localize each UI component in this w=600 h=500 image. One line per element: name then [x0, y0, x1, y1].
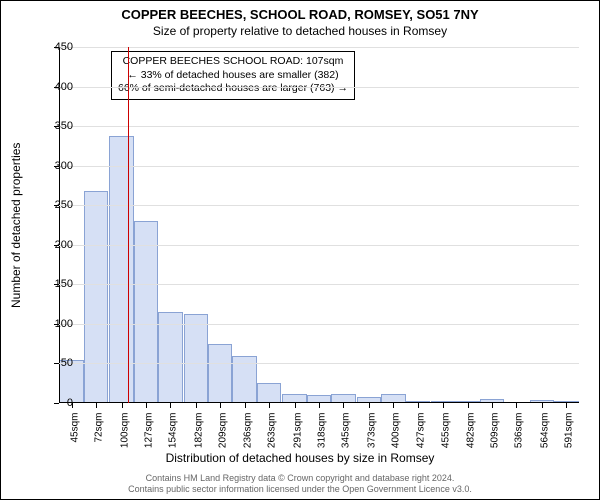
x-axis-label: Distribution of detached houses by size …	[1, 451, 599, 465]
gridline	[59, 205, 579, 206]
x-tick	[146, 403, 147, 408]
y-tick-label: 400	[43, 81, 73, 93]
y-tick-label: 350	[43, 120, 73, 132]
gridline	[59, 87, 579, 88]
chart-subtitle: Size of property relative to detached ho…	[1, 24, 599, 38]
y-axis-line	[59, 47, 60, 403]
x-tick	[269, 403, 270, 408]
gridline	[59, 166, 579, 167]
x-tick	[566, 403, 567, 408]
chart-title: COPPER BEECHES, SCHOOL ROAD, ROMSEY, SO5…	[1, 7, 599, 22]
x-tick	[295, 403, 296, 408]
x-tick	[468, 403, 469, 408]
x-tick	[418, 403, 419, 408]
gridline	[59, 324, 579, 325]
x-tick	[319, 403, 320, 408]
info-line-1: COPPER BEECHES SCHOOL ROAD: 107sqm	[118, 55, 348, 69]
y-tick-label: 200	[43, 239, 73, 251]
gridline	[59, 47, 579, 48]
gridline	[59, 284, 579, 285]
y-tick-label: 150	[43, 278, 73, 290]
x-tick	[170, 403, 171, 408]
histogram-bar	[208, 344, 232, 403]
x-tick	[369, 403, 370, 408]
y-tick-label: 50	[43, 357, 73, 369]
x-tick	[492, 403, 493, 408]
gridline	[59, 363, 579, 364]
x-tick	[516, 403, 517, 408]
histogram-bar	[134, 221, 158, 403]
footer: Contains HM Land Registry data © Crown c…	[1, 473, 599, 495]
x-tick	[343, 403, 344, 408]
y-tick-label: 300	[43, 160, 73, 172]
histogram-bar	[184, 314, 208, 403]
x-tick	[220, 403, 221, 408]
y-tick-label: 450	[43, 41, 73, 53]
gridline	[59, 245, 579, 246]
y-tick-label: 0	[43, 397, 73, 409]
chart-container: COPPER BEECHES, SCHOOL ROAD, ROMSEY, SO5…	[0, 0, 600, 500]
footer-line-1: Contains HM Land Registry data © Crown c…	[1, 473, 599, 484]
plot-area: COPPER BEECHES SCHOOL ROAD: 107sqm ← 33%…	[59, 47, 579, 403]
histogram-bar	[158, 312, 182, 403]
x-tick	[196, 403, 197, 408]
y-tick-label: 250	[43, 199, 73, 211]
x-tick	[122, 403, 123, 408]
histogram-bar	[257, 383, 281, 403]
y-axis-label: Number of detached properties	[9, 142, 23, 307]
x-tick	[96, 403, 97, 408]
info-line-2: ← 33% of detached houses are smaller (38…	[118, 69, 348, 83]
info-box: COPPER BEECHES SCHOOL ROAD: 107sqm ← 33%…	[111, 51, 355, 100]
footer-line-2: Contains public sector information licen…	[1, 484, 599, 495]
x-tick	[443, 403, 444, 408]
y-tick-label: 100	[43, 318, 73, 330]
marker-line	[128, 47, 129, 403]
info-line-3: 66% of semi-detached houses are larger (…	[118, 82, 348, 96]
x-tick	[245, 403, 246, 408]
x-tick	[393, 403, 394, 408]
histogram-bar	[84, 191, 108, 403]
x-tick	[542, 403, 543, 408]
gridline	[59, 126, 579, 127]
